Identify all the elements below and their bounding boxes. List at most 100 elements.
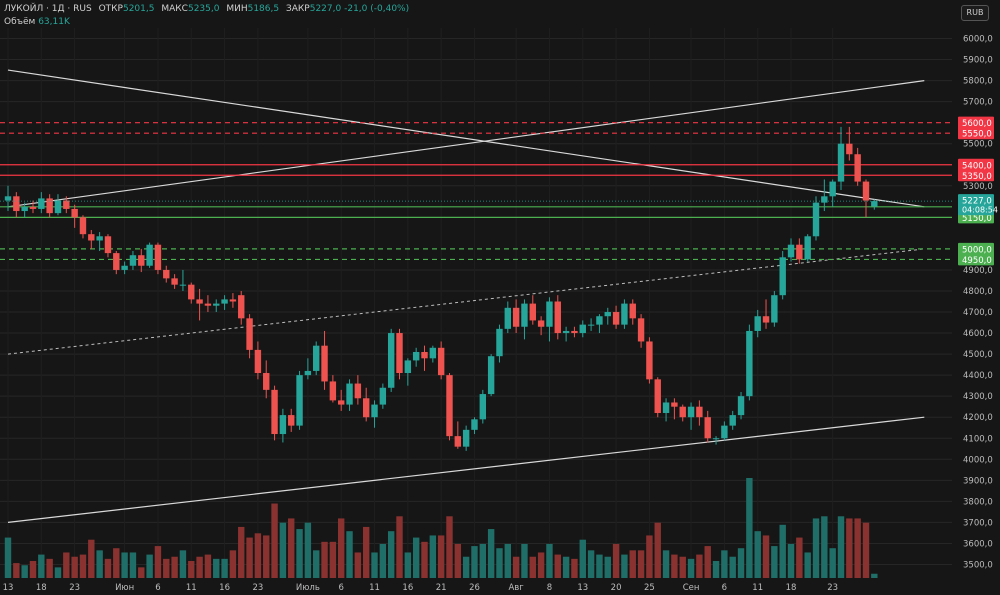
volume-bar	[179, 550, 187, 578]
candle-body	[254, 349, 262, 374]
level-badge-label: 5150,0	[962, 214, 992, 224]
volume-bar	[829, 548, 836, 578]
level-badge[interactable]	[958, 158, 994, 171]
volume-bar	[479, 543, 487, 578]
level-badge[interactable]	[958, 116, 994, 129]
candle-body	[371, 404, 378, 418]
volume-bar	[454, 543, 462, 578]
candle-body	[387, 333, 395, 388]
candle-body	[21, 206, 28, 212]
volume-bar	[804, 552, 811, 578]
trendline[interactable]	[7, 416, 925, 523]
volume-bar	[604, 556, 611, 578]
candle-body	[171, 278, 178, 285]
time-tick-label: 20	[611, 583, 622, 593]
candle-body	[862, 181, 870, 201]
volume-bar	[612, 543, 620, 578]
last-price-badge[interactable]	[958, 194, 994, 216]
volume-bar	[854, 518, 861, 578]
candle-body	[421, 351, 428, 359]
volume-bar	[163, 558, 170, 578]
candle-body	[446, 375, 453, 437]
price-axis[interactable]: 3500,0 3600,0 3700,0 3800,0 3900,0 4000,0 4100…	[0, 35, 998, 571]
candle-body	[837, 143, 845, 182]
volume-bar	[238, 526, 245, 578]
volume-bar	[771, 546, 778, 578]
volume-bar	[404, 552, 412, 578]
price-tick-label: 4500,0	[963, 350, 993, 360]
volume-bar	[54, 567, 62, 578]
price-tick-label: 4600,0	[963, 329, 993, 339]
candle-body	[346, 383, 353, 405]
volume-bar	[637, 550, 645, 578]
candle-body	[462, 429, 470, 447]
volume-bar	[88, 539, 95, 578]
level-badge[interactable]	[958, 169, 994, 182]
time-axis[interactable]: 13 18 23 Июн 6 11 16 23 Июль 6 11 16 21 26 Авг 8 13 20 25 С…	[3, 583, 838, 593]
trendline[interactable]	[7, 69, 925, 208]
volume-bar	[229, 550, 237, 578]
candle-body	[54, 200, 62, 214]
volume-bar	[529, 556, 536, 578]
candle-body	[63, 200, 70, 209]
volume-bar	[721, 550, 728, 578]
time-tick-label: 6	[155, 583, 160, 593]
time-tick-label: 23	[252, 583, 263, 593]
candle-body	[721, 425, 728, 439]
time-tick-label: 13	[3, 583, 14, 593]
level-badge-label: 4950,0	[962, 256, 992, 266]
volume-bar	[38, 554, 45, 578]
volume-bar	[821, 516, 828, 578]
open-value: 5201,5	[122, 4, 155, 14]
candle-body	[454, 436, 462, 447]
candle-body	[296, 375, 303, 426]
volume-bar	[554, 554, 561, 578]
candle-body	[104, 236, 112, 254]
time-tick-label: 8	[547, 583, 552, 593]
volume-bar	[629, 550, 636, 578]
volume-bar	[587, 550, 595, 578]
volume-bar	[371, 552, 378, 578]
price-tick-label: 3900,0	[963, 476, 993, 486]
candle-body	[313, 345, 320, 371]
volume-bar	[862, 522, 870, 578]
volume-bar	[746, 478, 753, 578]
volume-bar	[46, 558, 53, 578]
volume-bar	[346, 531, 353, 578]
volume-bar	[354, 552, 362, 578]
volume-bar	[654, 522, 661, 578]
trendline[interactable]	[7, 80, 925, 208]
candle-body	[821, 196, 828, 203]
time-tick-label: 23	[827, 583, 838, 593]
volume-bar	[21, 565, 28, 578]
candle-body	[729, 415, 736, 426]
time-tick-label: Сен	[683, 583, 700, 593]
level-badge-label: 5400,0	[962, 161, 992, 171]
volume-bar	[779, 524, 786, 578]
candle-body	[271, 389, 278, 435]
time-tick-label: 11	[186, 583, 197, 593]
volume-line: Объём 63,11K	[4, 16, 409, 29]
volume-bar	[837, 516, 845, 578]
price-tick-label: 4700,0	[963, 308, 993, 318]
volume-bar	[171, 556, 178, 578]
time-tick-label: 18	[786, 583, 797, 593]
level-badge[interactable]	[958, 253, 994, 266]
level-badge[interactable]	[958, 127, 994, 140]
volume-bar	[96, 550, 103, 578]
candle-body	[479, 394, 487, 420]
volume-bar	[113, 548, 120, 578]
candle-body	[404, 360, 412, 374]
volume-bar	[696, 554, 703, 578]
level-badge[interactable]	[958, 242, 994, 255]
currency-button[interactable]: RUB	[961, 5, 989, 21]
volume-bar	[762, 535, 770, 578]
volume-histogram	[4, 478, 878, 578]
volume-bar	[712, 560, 720, 578]
price-tick-label: 4900,0	[963, 266, 993, 276]
candle-body	[437, 347, 445, 376]
time-tick-label: 11	[369, 583, 380, 593]
trendlines[interactable]	[7, 69, 925, 523]
trendline[interactable]	[7, 248, 925, 355]
